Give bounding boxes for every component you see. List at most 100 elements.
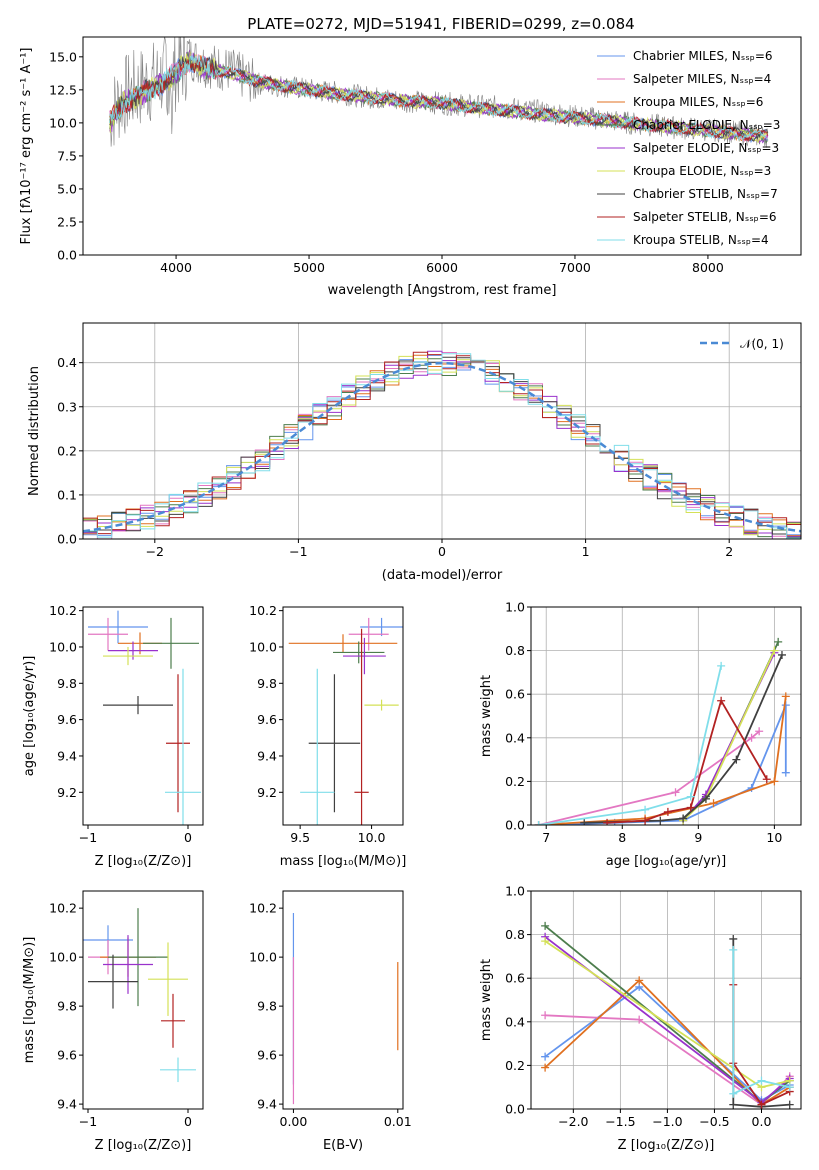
errorbar-point bbox=[108, 908, 168, 1007]
age-vs-z-panel: −1 0 9.2 9.4 9.6 9.8 10.0 10.2 Z [log₁₀(Z/Z⊙)] ag… bbox=[22, 603, 204, 869]
weight-marker bbox=[729, 1089, 738, 1098]
weight-marker bbox=[781, 692, 790, 701]
y-tick-label: 0.2 bbox=[505, 1058, 525, 1073]
weight-marker bbox=[762, 775, 771, 784]
y-tick-label: 5.0 bbox=[57, 181, 77, 196]
histogram-step-line bbox=[83, 353, 801, 539]
y-tick-label: 0.0 bbox=[57, 532, 77, 547]
legend-entry: Chabrier STELIB, Nₛₛₚ=7 bbox=[633, 187, 778, 201]
spectrum-panel: 4000 5000 6000 7000 8000 0.0 2.5 5.0 7.5 10.0 12.5… bbox=[19, 36, 802, 298]
y-tick-label: 9.4 bbox=[57, 1097, 77, 1112]
y-tick-label: 0.4 bbox=[57, 355, 77, 370]
errorbar-point bbox=[300, 668, 335, 825]
weight-marker bbox=[686, 792, 695, 801]
y-axis-label: mass weight bbox=[479, 675, 494, 757]
errorbar-point bbox=[360, 617, 403, 637]
legend-entry: Chabrier MILES, Nₛₛₚ=6 bbox=[633, 49, 773, 63]
plot-area bbox=[541, 921, 794, 1109]
legend-entry: Kroupa MILES, Nₛₛₚ=6 bbox=[633, 95, 763, 109]
y-tick-label: 0.6 bbox=[505, 687, 525, 702]
y-tick-label: 0.0 bbox=[505, 818, 525, 833]
y-tick-label: 2.5 bbox=[57, 214, 77, 229]
weight-marker bbox=[785, 1100, 794, 1109]
weight-series-line bbox=[538, 665, 722, 825]
x-tick-label: 7000 bbox=[559, 260, 591, 275]
y-tick-label: 0.2 bbox=[57, 443, 77, 458]
x-axis-label: mass [log₁₀(M/M⊙)] bbox=[280, 854, 407, 869]
errorbar-point bbox=[354, 628, 369, 825]
y-tick-label: 9.4 bbox=[257, 1097, 277, 1112]
x-tick-label: 1 bbox=[582, 544, 590, 559]
x-tick-label: −0.5 bbox=[699, 1114, 729, 1129]
mass-weight-vs-age-panel: 7 8 9 10 0.0 0.2 0.4 0.6 0.8 1.0 age [log₁₀(age/yr… bbox=[479, 600, 802, 869]
errorbar-point bbox=[148, 942, 188, 1016]
y-tick-label: 7.5 bbox=[57, 148, 77, 163]
weight-marker bbox=[541, 1011, 550, 1020]
y-tick-label: 9.6 bbox=[57, 1048, 77, 1063]
x-tick-label: 4000 bbox=[160, 260, 192, 275]
plot-area bbox=[83, 908, 196, 1083]
x-axis-label: Z [log₁₀(Z/Z⊙)] bbox=[618, 1138, 715, 1153]
plot-area bbox=[292, 913, 399, 1105]
y-tick-label: 9.8 bbox=[57, 999, 77, 1014]
errorbar-point bbox=[88, 610, 148, 644]
mass-vs-ebv-panel: 0.00 0.01 9.4 9.6 9.8 10.0 10.2 E(B-V) bbox=[249, 890, 412, 1153]
weight-series-line bbox=[682, 650, 776, 822]
weight-marker bbox=[663, 807, 672, 816]
y-axis-label: mass weight bbox=[479, 959, 494, 1041]
weight-series-line bbox=[538, 730, 760, 825]
errorbar-point bbox=[88, 954, 138, 1009]
weight-marker bbox=[732, 755, 741, 764]
legend-entry: Kroupa STELIB, Nₛₛₚ=4 bbox=[633, 233, 769, 247]
axes-frame bbox=[82, 890, 204, 1110]
plot-area bbox=[83, 350, 801, 539]
y-tick-label: 10.2 bbox=[249, 901, 277, 916]
x-tick-label: 7 bbox=[542, 830, 550, 845]
errorbar-point bbox=[161, 993, 185, 1048]
y-tick-label: 9.8 bbox=[57, 676, 77, 691]
legend: Chabrier MILES, Nₛₛₚ=6 Salpeter MILES, Nₛ… bbox=[597, 49, 780, 247]
weight-marker bbox=[635, 976, 644, 985]
weight-marker bbox=[671, 788, 680, 797]
weight-marker bbox=[656, 816, 665, 825]
y-tick-label: 9.2 bbox=[57, 785, 77, 800]
legend-entry: Salpeter STELIB, Nₛₛₚ=6 bbox=[633, 210, 777, 224]
mass-weight-vs-z-panel: −2.0 −1.5 −1.0 −0.5 0.0 0.0 0.2 0.4 0.6 0.8 1.0 Z [… bbox=[479, 884, 802, 1153]
y-tick-label: 10.0 bbox=[249, 639, 277, 654]
model-line bbox=[109, 56, 769, 143]
y-tick-label: 15.0 bbox=[49, 49, 77, 64]
y-tick-label: 9.6 bbox=[257, 712, 277, 727]
errorbar-point bbox=[288, 634, 398, 653]
x-tick-label: 9 bbox=[694, 830, 702, 845]
x-tick-label: −1 bbox=[79, 1114, 97, 1129]
y-tick-label: 10.2 bbox=[49, 901, 77, 916]
weight-marker bbox=[709, 799, 718, 808]
x-axis-label: age [log₁₀(age/yr)] bbox=[606, 854, 727, 869]
x-tick-label: 0.00 bbox=[280, 1114, 308, 1129]
axes-frame bbox=[530, 606, 802, 826]
y-tick-label: 10.0 bbox=[49, 639, 77, 654]
x-axis-label: Z [log₁₀(Z/Z⊙)] bbox=[95, 1138, 192, 1153]
errorbar-point bbox=[165, 668, 201, 825]
weight-marker bbox=[757, 1076, 766, 1085]
x-tick-label: −1 bbox=[289, 544, 307, 559]
y-tick-label: 10.0 bbox=[249, 950, 277, 965]
model-line bbox=[109, 49, 769, 144]
y-tick-label: 10.0 bbox=[49, 950, 77, 965]
weight-marker bbox=[541, 921, 550, 930]
legend-entry: Salpeter ELODIE, Nₛₛₚ=3 bbox=[633, 141, 779, 155]
y-tick-label: 0.2 bbox=[505, 774, 525, 789]
errorbar-point bbox=[343, 637, 386, 675]
legend-entry: Chabrier ELODIE, Nₛₛₚ=3 bbox=[633, 118, 780, 132]
errorbar-point bbox=[160, 1057, 196, 1083]
legend-entry: Kroupa ELODIE, Nₛₛₚ=3 bbox=[633, 164, 771, 178]
y-tick-label: 0.6 bbox=[505, 971, 525, 986]
errorbar-point bbox=[108, 641, 158, 660]
y-tick-label: 0.8 bbox=[505, 643, 525, 658]
weight-marker bbox=[641, 805, 650, 814]
x-tick-label: 0 bbox=[184, 830, 192, 845]
axes-frame bbox=[282, 890, 404, 1110]
plot-area bbox=[534, 637, 790, 825]
weight-marker bbox=[777, 650, 786, 659]
weight-marker bbox=[541, 1052, 550, 1061]
